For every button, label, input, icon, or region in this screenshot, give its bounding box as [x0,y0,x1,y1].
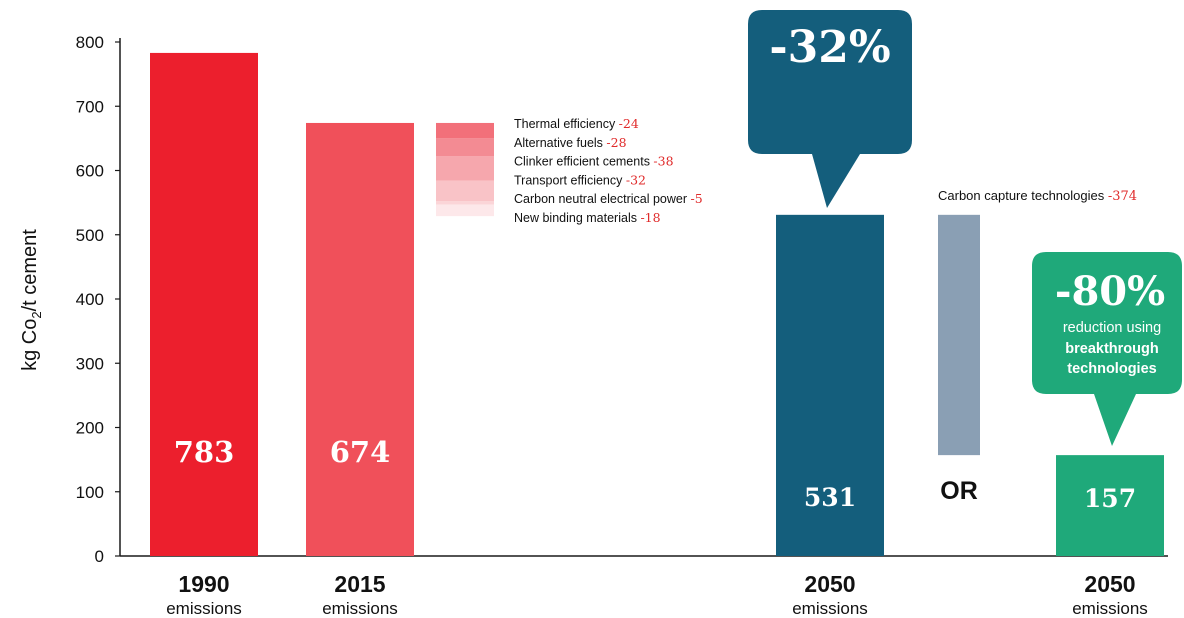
bar-2015-1 [306,122,414,556]
x-label-sub: emissions [1072,599,1148,618]
reduction-name: New binding materials [514,211,640,225]
y-tick-label: 400 [76,290,104,309]
reduction-value: -28 [606,135,626,150]
y-tick-label: 0 [95,547,104,566]
y-axis-title-subscript: 2 [29,311,44,318]
x-label-year: 2050 [804,571,855,597]
bar-value-label: 783 [174,435,235,469]
reduction-name: Thermal efficiency [514,117,619,131]
bar-2050-3 [1056,455,1164,556]
y-tick-label: 200 [76,419,104,438]
callout-80-text: -80% [1055,268,1165,315]
y-tick-label: 700 [76,97,104,116]
x-label-year: 2015 [334,571,385,597]
y-axis-title-part: kg Co [19,319,41,371]
callout-32-bubble [748,10,912,208]
x-label-sub: emissions [792,599,868,618]
reduction-segment [436,204,494,217]
or-label: OR [940,477,978,505]
bar-value-label: 157 [1084,484,1136,513]
bar-2050-2 [776,214,884,556]
callout-32-text: -32% [769,22,890,73]
callout-80-line1: reduction using [1063,320,1161,336]
reduction-value: -38 [653,154,673,169]
carbon-capture-bar [938,214,980,456]
reduction-name: Alternative fuels [514,136,606,150]
reduction-segment [436,122,494,139]
reduction-segment [436,138,494,157]
x-label-year: 1990 [178,571,229,597]
reduction-label: Alternative fuels -28 [514,135,627,150]
reduction-label: Thermal efficiency -24 [514,116,639,131]
reduction-name: Carbon neutral electrical power [514,192,690,206]
y-axis-title: kg Co2/t cement [19,229,44,371]
reduction-value: -24 [619,116,639,131]
reduction-name: Clinker efficient cements [514,155,653,169]
x-axis-labels: 1990 emissions 2015 emissions 2050 emissions 2… [166,571,1148,618]
reduction-segment [436,180,494,202]
reduction-value: -18 [640,210,660,225]
bars: 783 674 531 157 Carbon capture technologies … [150,52,1164,557]
callout-80-bubble [1032,252,1182,446]
y-tick-label: 300 [76,354,104,373]
reduction-label: Transport efficiency -32 [514,172,646,187]
callouts: -32% -80% reduction using breakthrough techn… [748,10,1182,446]
reduction-value: -32 [626,172,646,187]
x-label-sub: emissions [322,599,398,618]
y-tick-label: 600 [76,162,104,181]
callout-80-line2: breakthrough [1065,341,1158,357]
reduction-label: Carbon neutral electrical power -5 [514,191,703,206]
reduction-segment [436,156,494,181]
reduction-label: Clinker efficient cements -38 [514,154,674,169]
y-tick-label: 100 [76,483,104,502]
bar-value-label: 531 [804,483,856,512]
carbon-capture-label: Carbon capture technologies -374 [938,188,1137,204]
y-tick-label: 500 [76,226,104,245]
reduction-value: -5 [690,191,702,206]
y-axis-label: kg Co2/t cement [19,229,44,371]
bar-1990-0 [150,52,258,557]
bar-value-label: 674 [330,435,391,469]
reduction-name: Transport efficiency [514,173,626,187]
callout-80-line3: technologies [1067,361,1156,377]
x-label-year: 2050 [1084,571,1135,597]
y-tick-label: 800 [76,33,104,52]
reduction-label: New binding materials -18 [514,210,661,225]
reduction-segment [436,201,494,205]
y-axis-title-part: /t cement [19,229,41,312]
y-axis: 0 100 200 300 400 500 600 700 800 [76,33,1168,566]
carbon-capture-value: -374 [1108,189,1137,204]
reduction-breakdown: Thermal efficiency -24 Alternative fuels … [436,116,703,225]
carbon-capture-name: Carbon capture technologies [938,188,1108,203]
x-label-sub: emissions [166,599,242,618]
